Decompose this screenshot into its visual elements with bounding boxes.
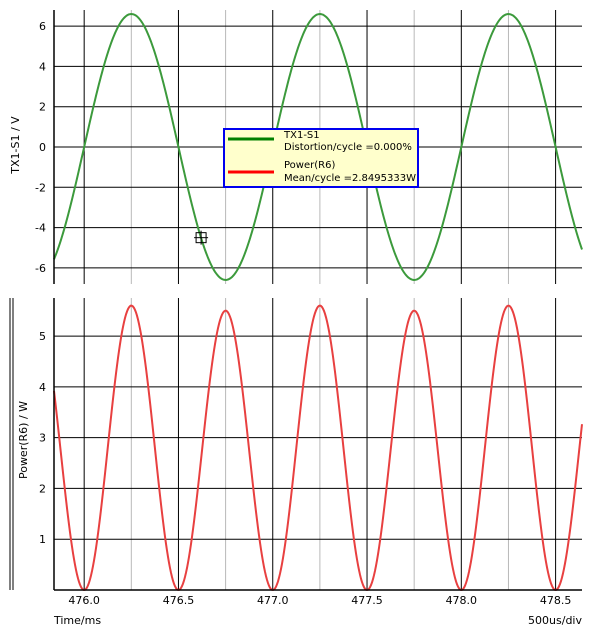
y-tick-label: -6 <box>35 262 46 275</box>
y-tick-label: 4 <box>39 381 46 394</box>
y-tick-label: 4 <box>39 60 46 73</box>
legend-entry-detail: Distortion/cycle =0.000% <box>284 142 412 153</box>
y-tick-label: 1 <box>39 533 46 546</box>
x-axis-label: Time/ms <box>53 614 101 627</box>
y-tick-label: 5 <box>39 330 46 343</box>
x-tick-label: 476.0 <box>68 594 100 607</box>
x-tick-label: 478.5 <box>540 594 572 607</box>
legend-entry-detail: Mean/cycle =2.8495333W <box>284 173 416 184</box>
top-panel-tick-labels: -6 -4 -2 0 2 4 6 <box>35 20 46 275</box>
x-tick-label: 477.5 <box>351 594 383 607</box>
cursor-crosshair-icon[interactable] <box>194 230 209 245</box>
x-tick-label: 476.5 <box>163 594 195 607</box>
legend: TX1-S1 Distortion/cycle =0.000% Power(R6… <box>223 128 419 188</box>
x-scale-label: 500us/div <box>528 614 582 627</box>
legend-entry-name: TX1-S1 <box>283 130 320 141</box>
x-tick-label: 478.0 <box>446 594 478 607</box>
bottom-panel-grid <box>54 298 582 590</box>
y-tick-label: 0 <box>39 141 46 154</box>
power-r6-line <box>53 304 583 592</box>
bottom-panel-tick-labels: 1 2 3 4 5 476.0 476.5 477.0 477.5 478.0 478.5 <box>39 330 571 607</box>
y-tick-label: 3 <box>39 432 46 445</box>
y-tick-label: -2 <box>35 181 46 194</box>
y-tick-label: 2 <box>39 482 46 495</box>
legend-entry-name: Power(R6) <box>284 160 335 171</box>
tx1-s1-voltage-line <box>53 12 583 282</box>
x-tick-label: 477.0 <box>257 594 289 607</box>
y-tick-label: -4 <box>35 222 46 235</box>
panel-separator <box>9 298 14 590</box>
y-tick-label: 6 <box>39 20 46 33</box>
bottom-panel-axes <box>53 298 582 591</box>
y-tick-label: 2 <box>39 101 46 114</box>
bottom-y-axis-label: Power(R6) / W <box>17 401 30 479</box>
top-y-axis-label: TX1-S1 / V <box>9 116 22 175</box>
